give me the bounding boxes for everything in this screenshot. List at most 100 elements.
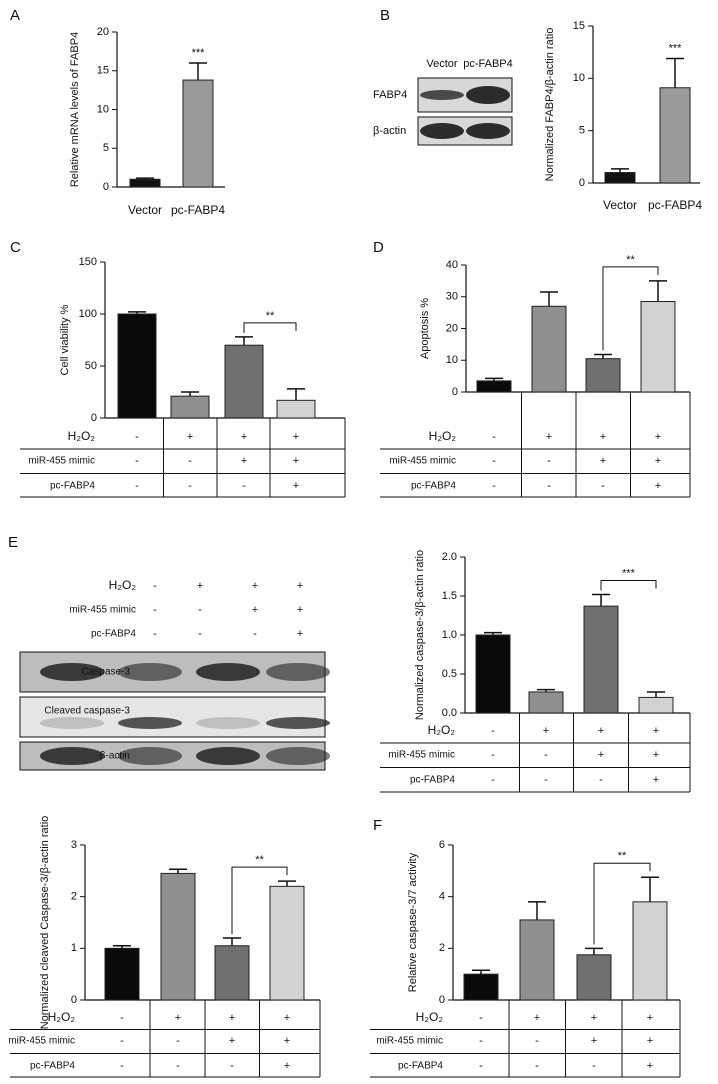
cell: + [284, 1035, 290, 1047]
row-label: Cleaved caspase-3 [44, 706, 130, 717]
bar [276, 399, 316, 419]
panel-letter: C [10, 239, 21, 256]
cell: - [120, 1012, 124, 1024]
error-bar [540, 291, 558, 307]
row-label: FABP4 [373, 89, 407, 101]
cell: - [153, 580, 157, 592]
error-bar [528, 901, 546, 920]
y-axis-label: Cell viability % [59, 304, 71, 375]
significance: *** [192, 47, 206, 59]
row-label: β-actin [100, 751, 130, 762]
cell: - [230, 1060, 234, 1072]
cell: - [135, 431, 139, 443]
band [466, 86, 510, 104]
cell: - [535, 1060, 539, 1072]
y-tick-label: 6 [439, 839, 445, 851]
y-tick-label: 20 [97, 26, 109, 38]
y-tick-label: 1 [71, 942, 77, 954]
row-label: H₂O₂ [416, 1010, 444, 1024]
significance-bracket [602, 266, 659, 351]
error-bar [592, 593, 610, 607]
cell: + [187, 431, 193, 443]
bar [269, 885, 305, 1001]
cell: + [598, 749, 604, 761]
y-tick-label: 150 [79, 256, 97, 268]
cell: - [547, 455, 551, 467]
y-tick-label: 0 [91, 412, 97, 424]
cell: + [252, 580, 258, 592]
y-tick-label: 10 [97, 103, 109, 115]
cell: + [647, 1060, 653, 1072]
row-label: H₂O₂ [109, 578, 137, 592]
y-tick-label: 1.5 [442, 590, 457, 602]
significance: ** [618, 850, 627, 862]
cell: + [293, 431, 299, 443]
y-tick-label: 15 [97, 65, 109, 77]
significance-bracket [593, 862, 651, 945]
x-tick-label: pc-FABP4 [648, 198, 702, 212]
cell: + [600, 455, 606, 467]
row-label: miR-455 mimic [388, 750, 455, 761]
significance: *** [622, 567, 636, 579]
y-axis-label: Normalized caspase-3/β-actin ratio [414, 550, 426, 720]
cell: - [535, 1035, 539, 1047]
row-label: pc-FABP4 [410, 775, 455, 786]
bar [604, 172, 636, 184]
cell: - [544, 774, 548, 786]
panel-letter: E [8, 534, 18, 551]
y-tick-label: 15 [573, 20, 585, 32]
bar [583, 605, 619, 714]
cell: + [546, 431, 552, 443]
cell: + [598, 725, 604, 737]
y-tick-label: 0 [71, 994, 77, 1006]
cell: - [120, 1035, 124, 1047]
error-bar [235, 336, 253, 346]
lane-label: pc-FABP4 [463, 58, 513, 70]
cell: + [653, 725, 659, 737]
bar [476, 380, 512, 393]
cell: + [655, 455, 661, 467]
cell: + [543, 725, 549, 737]
y-tick-label: 2 [71, 891, 77, 903]
row-label: β-actin [373, 125, 406, 137]
bar [585, 358, 621, 393]
cell: - [176, 1035, 180, 1047]
y-tick-label: 4 [439, 891, 445, 903]
error-bar [641, 876, 659, 902]
band [196, 663, 260, 681]
row-label: Caspase-3 [82, 667, 131, 678]
cell: - [492, 431, 496, 443]
y-tick-label: 100 [79, 308, 97, 320]
cell: - [491, 774, 495, 786]
cell: + [197, 580, 203, 592]
row-label: H₂O₂ [428, 723, 456, 737]
significance-bracket [243, 322, 297, 333]
band [266, 747, 330, 765]
y-tick-label: 10 [573, 72, 585, 84]
cell: - [135, 480, 139, 492]
blot-box [19, 696, 326, 738]
bar [463, 973, 499, 1001]
y-tick-label: 30 [446, 291, 458, 303]
cell: + [241, 431, 247, 443]
cell: + [647, 1035, 653, 1047]
significance: ** [266, 310, 275, 322]
bar [659, 87, 691, 184]
band [40, 663, 104, 681]
cell: + [600, 431, 606, 443]
error-bar [611, 168, 629, 173]
bar [475, 634, 511, 714]
row-label: pc-FABP4 [398, 1061, 443, 1072]
y-tick-label: 0 [579, 177, 585, 189]
significance: *** [669, 42, 683, 54]
band [266, 663, 330, 681]
y-tick-label: 20 [446, 322, 458, 334]
band [40, 747, 104, 765]
y-tick-label: 5 [579, 125, 585, 137]
band [420, 123, 464, 139]
band [196, 747, 260, 765]
error-bar [472, 969, 490, 975]
error-bar [278, 880, 296, 887]
error-bar [189, 62, 207, 81]
cell: - [153, 628, 157, 640]
